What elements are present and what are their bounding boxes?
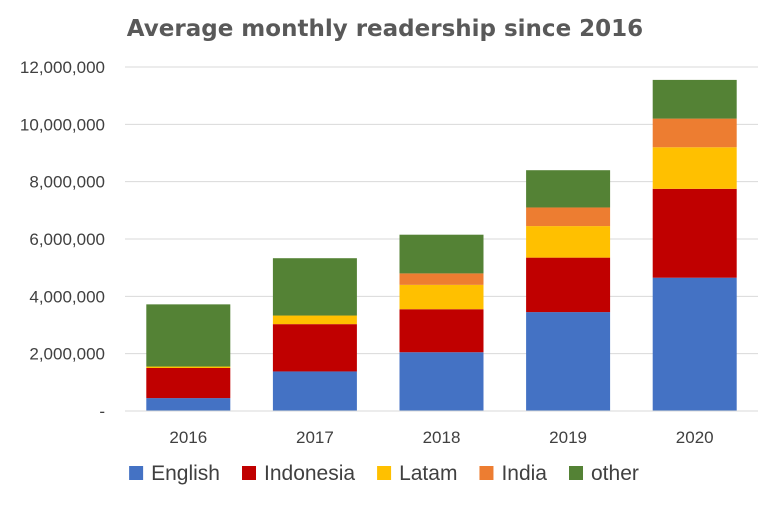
x-tick-label: 2017 [296,428,334,447]
bar-segment [526,226,611,258]
bar-segment [652,118,737,148]
legend-label: other [591,462,639,485]
legend-item: English [129,462,220,485]
bar-segment [526,312,611,411]
legend-swatch [479,466,494,480]
y-tick-label: 10,000,000 [20,115,105,134]
legend-swatch [377,466,392,480]
bar-segment [146,398,231,411]
legend-label: Indonesia [264,462,355,485]
bar-segment [146,366,231,368]
legend-item: Indonesia [242,462,355,485]
x-tick-label: 2020 [676,428,714,447]
x-axis-ticks: 2016 2017 2018 2019 2020 [169,428,713,447]
bar-segment [526,257,611,313]
bar-segment [399,309,484,353]
bar-segment [272,324,357,372]
y-tick-label: 12,000,000 [20,58,105,77]
bar-segment [146,304,231,367]
bar-segment [652,277,737,411]
bar-segment [399,234,484,274]
bar-segment [146,368,231,399]
legend-label: English [151,462,220,485]
legend-label: India [501,462,547,485]
y-tick-label: 6,000,000 [29,230,105,249]
bar-segment [272,371,357,411]
bar-segment [272,258,357,316]
legend-item: other [569,462,639,485]
y-axis-ticks: - 2,000,000 4,000,000 6,000,000 8,000,000 10,… [20,58,105,421]
y-tick-label: - [99,402,105,421]
bar-segment [652,147,737,189]
x-tick-label: 2016 [169,428,207,447]
bar-segment [526,170,611,208]
x-tick-label: 2018 [423,428,461,447]
bar-segment [399,352,484,411]
bars [146,79,737,411]
y-tick-label: 4,000,000 [29,287,105,306]
bar-segment [652,79,737,119]
legend-swatch [129,466,144,480]
legend: English Indonesia Latam India other [129,462,639,485]
chart-title: Average monthly readership since 2016 [127,16,643,42]
legend-label: Latam [399,462,457,485]
bar-segment [272,315,357,325]
y-tick-label: 8,000,000 [29,173,105,192]
x-tick-label: 2019 [549,428,587,447]
bar-segment [526,207,611,227]
legend-swatch [242,466,257,480]
legend-item: India [479,462,547,485]
bar-segment [652,188,737,278]
legend-item: Latam [377,462,457,485]
y-tick-label: 2,000,000 [29,345,105,364]
bar-segment [399,273,484,285]
bar-segment [399,284,484,310]
legend-swatch [569,466,584,480]
